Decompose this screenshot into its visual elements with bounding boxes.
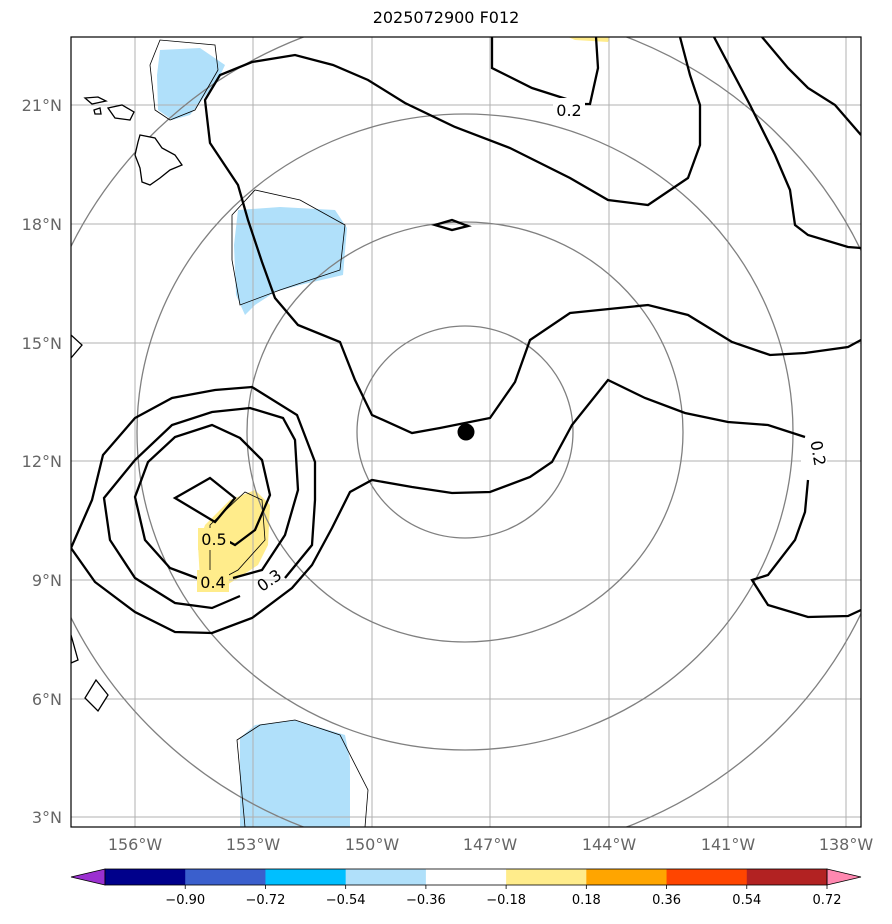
lat-tick-label: 15°N [22,334,62,353]
colorbar-swatch [185,869,266,885]
colorbar: −0.90 −0.72 −0.54 −0.36 −0.18 0.18 0.36 0.54 0.7… [70,868,862,908]
lon-tick-label: 144°W [582,835,637,854]
lat-tick-label: 3°N [32,808,62,827]
contour-label: 0.2 [556,101,581,120]
lon-tick-label: 156°W [108,835,163,854]
contour-label: 0.2 [806,439,829,467]
contours [71,37,861,635]
island-oahu [106,104,135,121]
lon-tick-label: 147°W [463,835,518,854]
contour-line [172,476,237,524]
colorbar-extend-high [826,868,862,886]
lon-tick-label: 141°W [701,835,756,854]
contour-line [203,37,861,435]
colorbar-label: 0.18 [572,893,601,908]
contour-label: 0.5 [201,530,226,549]
island-edge [71,634,79,664]
island-atoll [84,678,109,713]
negative-anomaly-area [234,207,347,315]
contour-line [750,479,861,619]
contour-labels: 0.2 0.2 0.5 0.4 0.3 [197,98,830,595]
colorbar-swatch [345,869,427,885]
island-niihau [93,107,102,115]
lat-tick-label: 6°N [32,690,62,709]
colorbar-label: −0.54 [326,893,366,908]
colorbar-swatch [746,869,828,885]
contour-line [712,37,861,250]
colorbar-label: 0.54 [732,893,761,908]
colorbar-extend-low [70,868,106,886]
lon-axis: 156°W 153°W 150°W 147°W 144°W 141°W 138°… [108,835,874,854]
contour-label: 0.4 [200,573,225,592]
lon-tick-label: 150°W [345,835,400,854]
positive-anomaly-area [198,490,270,592]
lat-tick-label: 12°N [22,452,62,471]
negative-anomaly-area [240,720,350,827]
coastlines [71,96,183,713]
colorbar-swatch [425,869,507,885]
island-kauai [83,96,108,105]
colorbar-label: −0.72 [246,893,286,908]
colorbar-swatch [105,869,186,885]
contour-line [761,37,861,136]
colorbar-swatch [666,869,748,885]
colorbar-label: 0.72 [813,893,842,908]
contour-line [71,378,806,635]
contour-line [133,423,272,582]
contour-line [430,218,472,232]
colorbar-label: −0.18 [486,893,526,908]
colorbar-swatch [265,869,347,885]
lon-tick-label: 138°W [819,835,874,854]
lat-tick-label: 18°N [22,215,62,234]
contour-line [71,385,317,579]
colorbar-label: −0.90 [165,893,205,908]
contour-label: 0.3 [253,565,285,595]
colorbar-outline [104,868,828,886]
lat-tick-label: 21°N [22,96,62,115]
positive-anomaly-area [568,37,610,42]
island-edge [71,334,83,360]
gridlines [71,37,861,827]
lon-tick-label: 153°W [226,835,281,854]
map-frame [70,36,862,828]
lat-tick-label: 9°N [32,571,62,590]
colorbar-label: 0.36 [652,893,681,908]
contour-line [490,37,600,106]
colorbar-swatch [506,869,587,885]
map-title: 2025072900 F012 [372,8,520,27]
negative-anomaly-area [157,48,225,120]
contour-line [102,406,300,610]
shaded-field [157,37,610,827]
storm-center-marker [457,423,475,441]
colorbar-label: −0.36 [406,893,446,908]
lat-axis: 21°N 18°N 15°N 12°N 9°N 6°N 3°N [22,96,62,827]
colorbar-swatch [586,869,668,885]
island-hawaii [134,134,183,186]
